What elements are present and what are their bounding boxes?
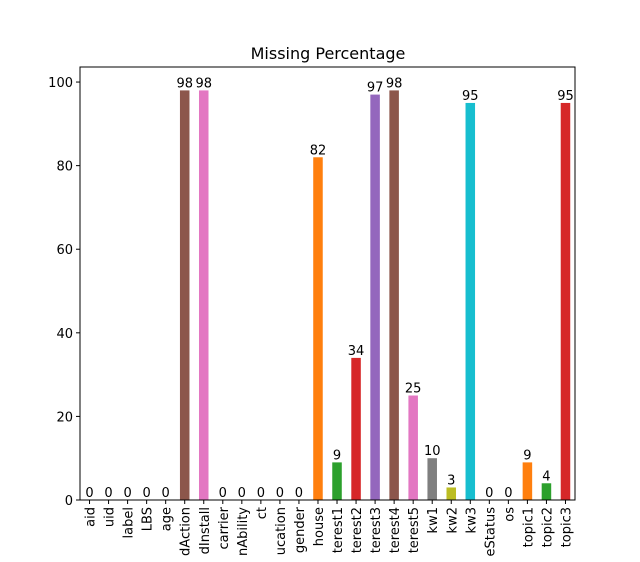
x-tick-label: kw3 (464, 507, 479, 533)
x-tick-label: topic2 (540, 507, 555, 547)
bar (198, 90, 209, 501)
x-tick-label: terest2 (350, 507, 365, 553)
chart-title: Missing Percentage (251, 44, 406, 63)
bar (560, 102, 571, 500)
x-tick-label: aid (84, 507, 99, 527)
value-label: 0 (295, 486, 303, 501)
bar (351, 357, 361, 500)
bar (389, 90, 399, 501)
x-tick-label: os (502, 507, 517, 522)
bar (408, 395, 418, 500)
x-tick-label: eStatus (483, 507, 498, 557)
x-tick-label: dInstall (198, 507, 213, 554)
x-tick-label: ct (255, 507, 270, 519)
bar (179, 90, 190, 501)
x-tick-label: terest1 (331, 507, 346, 553)
bar (313, 157, 323, 500)
value-label: 82 (310, 143, 327, 158)
value-label: 0 (85, 486, 93, 501)
value-label: 98 (176, 76, 193, 91)
bar (541, 483, 552, 500)
x-tick-label: terest3 (369, 507, 384, 553)
x-tick-label: label (122, 507, 137, 538)
value-label: 34 (348, 344, 365, 359)
value-label: 4 (542, 469, 550, 484)
bar (465, 102, 476, 500)
bar (427, 458, 437, 500)
value-label: 3 (447, 473, 455, 488)
x-tick-label: age (160, 507, 175, 531)
x-tick-label: kw1 (426, 507, 441, 533)
value-label: 0 (485, 486, 493, 501)
y-tick-label: 60 (56, 243, 73, 258)
x-tick-label: gender (293, 506, 308, 553)
x-tick-label: topic3 (559, 507, 574, 547)
axes-frame (79, 66, 576, 501)
x-tick-label: carrier (217, 506, 232, 549)
y-tick-label: 40 (56, 327, 73, 342)
value-label: 95 (462, 89, 479, 104)
x-tick-label: house (312, 507, 327, 546)
value-label: 98 (195, 76, 212, 91)
bar (370, 94, 380, 500)
y-tick-label: 0 (65, 494, 73, 509)
y-tick-label: 80 (56, 160, 73, 175)
x-tick-label: uid (103, 507, 118, 527)
value-label: 98 (386, 76, 403, 91)
x-tick-label: nAbility (236, 507, 251, 556)
value-label: 25 (405, 382, 422, 397)
x-tick-label: topic1 (521, 507, 536, 547)
y-tick-label: 20 (56, 410, 73, 425)
value-label: 0 (504, 486, 512, 501)
value-label: 0 (104, 486, 112, 501)
value-label: 0 (219, 486, 227, 501)
x-tick-label: dAction (179, 507, 194, 556)
value-label: 9 (333, 448, 341, 463)
x-tick-label: terest5 (407, 507, 422, 553)
value-label: 0 (123, 486, 131, 501)
value-label: 10 (424, 444, 441, 459)
x-tick-label: ucation (274, 507, 289, 555)
x-tick-label: kw2 (445, 507, 460, 533)
value-label: 0 (142, 486, 150, 501)
value-label: 0 (238, 486, 246, 501)
y-tick-label: 100 (48, 76, 73, 91)
x-tick-label: terest4 (388, 507, 403, 553)
bar (522, 462, 533, 500)
value-label: 0 (257, 486, 265, 501)
bar (446, 487, 457, 500)
value-label: 95 (557, 89, 574, 104)
value-label: 97 (367, 81, 384, 96)
value-label: 0 (162, 486, 170, 501)
value-label: 0 (276, 486, 284, 501)
x-tick-label: LBS (141, 507, 156, 531)
bar (332, 462, 342, 500)
value-label: 9 (523, 448, 531, 463)
